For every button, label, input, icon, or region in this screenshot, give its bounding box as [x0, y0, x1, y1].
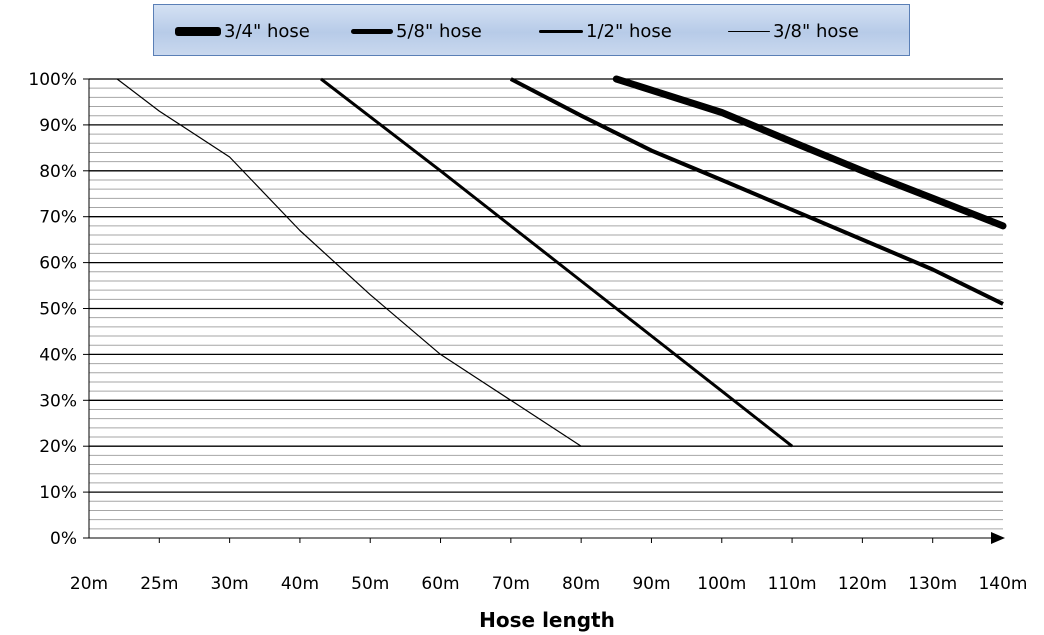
- gridlines: [89, 78, 1003, 530]
- y-tick-label: 60%: [39, 254, 77, 274]
- y-tick-label: 40%: [39, 345, 77, 365]
- series-line-1: [612, 75, 1007, 230]
- y-tick-label: 20%: [39, 437, 77, 457]
- series-line-4: [116, 78, 582, 447]
- x-tick-label: 25m: [140, 574, 178, 594]
- x-tick-label: 140m: [978, 574, 1027, 594]
- x-tick-label: 110m: [768, 574, 817, 594]
- legend-label-1-2-hose: 1/2" hose: [586, 20, 672, 42]
- x-tick-label: 70m: [492, 574, 530, 594]
- y-tick-label: 50%: [39, 300, 77, 320]
- y-tick-label: 30%: [39, 391, 77, 411]
- x-tick-label: 40m: [281, 574, 319, 594]
- series-line-2: [509, 77, 1004, 306]
- legend-label-5-8-hose: 5/8" hose: [396, 20, 482, 42]
- x-tick-label: 50m: [351, 574, 389, 594]
- legend-item-3-8-hose[interactable]: 3/8" hose: [728, 5, 859, 57]
- legend-swatch-3-8-hose: [728, 30, 770, 32]
- y-tick-label: 90%: [39, 116, 77, 136]
- legend-label-3-8-hose: 3/8" hose: [773, 20, 859, 42]
- y-tick-label: 70%: [39, 208, 77, 228]
- legend-swatch-5-8-hose: [351, 28, 393, 34]
- x-axis-title: Hose length: [479, 608, 615, 632]
- legend: 3/4" hose 5/8" hose 1/2" hose 3/8" hose: [153, 4, 910, 56]
- x-tick-label: 80m: [562, 574, 600, 594]
- y-tick-label: 0%: [50, 529, 77, 549]
- x-tick-label: 100m: [697, 574, 746, 594]
- axes: 0% 10% 20% 30% 40% 50% 60% 70% 80% 90% 100% 20m 25m 3…: [28, 70, 1027, 594]
- legend-item-1-2-hose[interactable]: 1/2" hose: [539, 5, 672, 57]
- y-tick-label: 10%: [39, 483, 77, 503]
- x-tick-label: 30m: [211, 574, 249, 594]
- x-axis-arrowhead: [991, 532, 1005, 544]
- x-tick-label: 90m: [632, 574, 670, 594]
- y-tick-label: 100%: [28, 70, 77, 90]
- x-tick-label: 130m: [908, 574, 957, 594]
- legend-item-5-8-hose[interactable]: 5/8" hose: [351, 5, 482, 57]
- legend-swatch-3-4-hose: [175, 26, 221, 36]
- y-tick-label: 80%: [39, 162, 77, 182]
- legend-label-3-4-hose: 3/4" hose: [224, 20, 310, 42]
- legend-item-3-4-hose[interactable]: 3/4" hose: [175, 5, 310, 57]
- x-tick-label: 120m: [838, 574, 887, 594]
- series-line-3: [320, 77, 794, 448]
- x-tick-label: 20m: [70, 574, 108, 594]
- x-tick-label: 60m: [421, 574, 459, 594]
- legend-swatch-1-2-hose: [539, 29, 583, 33]
- series-lines: [116, 75, 1007, 448]
